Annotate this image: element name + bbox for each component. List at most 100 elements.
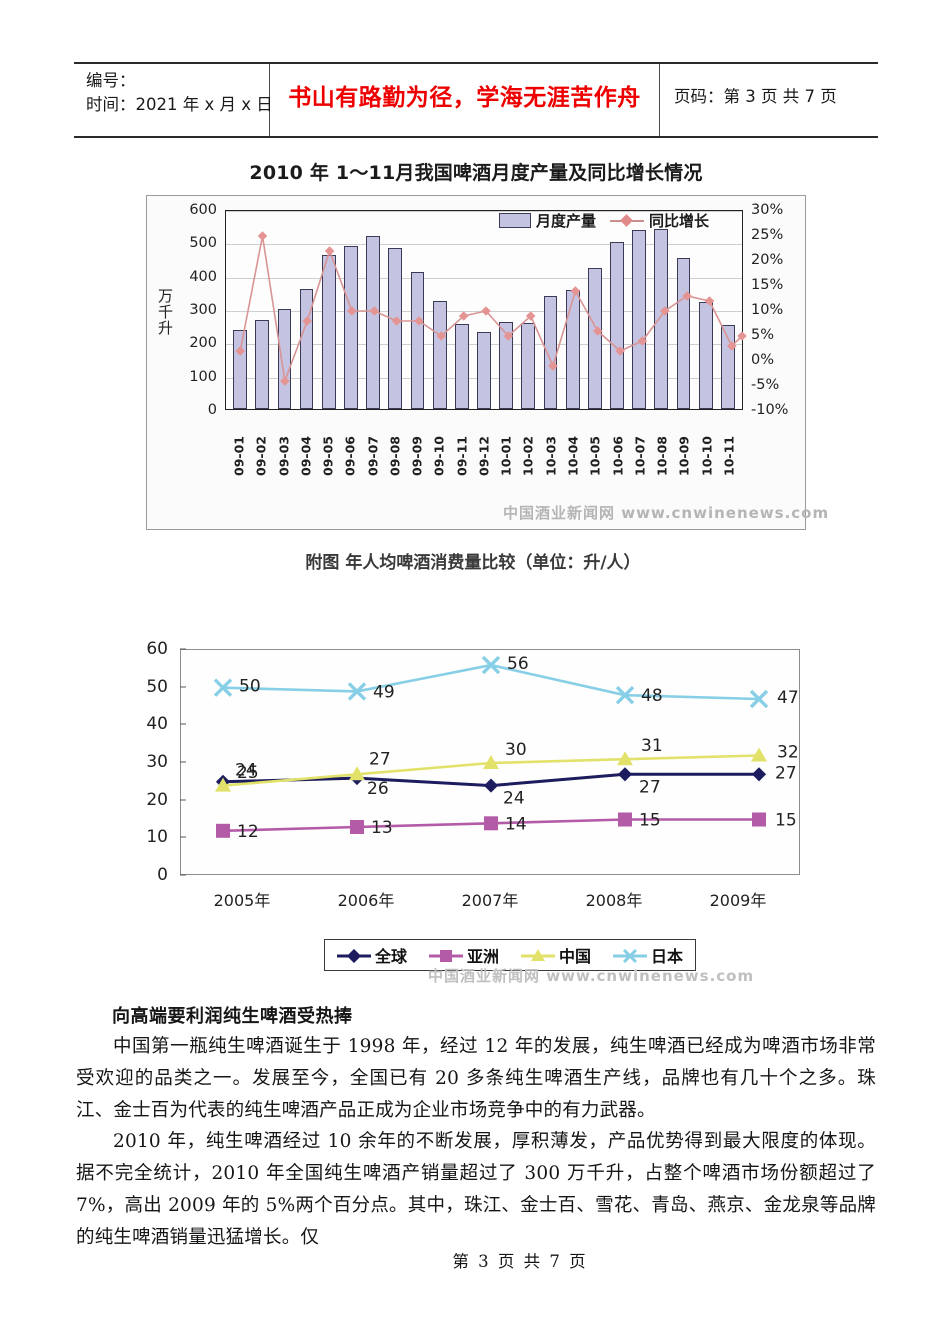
- chart2-marker: [751, 747, 767, 762]
- chart1-bar-slot: [473, 211, 495, 409]
- chart1-bar: [432, 300, 447, 409]
- chart1-x-tick: 09-07: [365, 436, 381, 476]
- chart1-bar-group: [226, 211, 742, 409]
- chart2-marker: [483, 778, 499, 793]
- chart1-x-tick: 09-01: [231, 436, 247, 476]
- chart1-x-tick: 09-05: [320, 436, 336, 476]
- chart1-y2-tick: 15%: [751, 277, 784, 293]
- chart1-bar-slot: [628, 211, 650, 409]
- article-paragraph-1: 中国第一瓶纯生啤酒诞生于 1998 年，经过 12 年的发展，纯生啤酒已经成为啤…: [76, 1036, 876, 1121]
- chart1-line-marker: [548, 361, 558, 371]
- chart2-marker: [215, 777, 231, 792]
- chart2-legend: 全球 亚洲 中国 日本: [324, 939, 697, 971]
- chart1-bar: [410, 272, 425, 409]
- chart1-x-tick: 10-04: [565, 436, 581, 476]
- legend-marker-icon: [337, 948, 371, 964]
- chart1-x-tick: 10-09: [676, 436, 692, 476]
- chart1-bar: [632, 229, 647, 409]
- chart2-y-tick: 0: [157, 865, 168, 885]
- chart2-point-label: 49: [373, 682, 395, 702]
- chart2-watermark: 中国酒业新闻网 www.cnwinenews.com: [428, 967, 755, 985]
- chart2-point-label: 12: [237, 822, 259, 842]
- chart2-legend-label: 全球: [375, 947, 408, 966]
- chart2-marker: [484, 816, 498, 831]
- chart1-bar-slot: [384, 211, 406, 409]
- chart2-marker: [216, 823, 230, 838]
- chart1-bar-slot: [296, 211, 318, 409]
- chart2-marker: [749, 689, 769, 709]
- chart1-y2-axis-labels: 30% 25% 20% 15% 10% 5% 0% -5% -10%: [751, 202, 797, 418]
- chart1-bar: [587, 268, 602, 409]
- chart2-marker: [350, 820, 364, 834]
- chart-monthly-output: 2010 年 1～11月我国啤酒月度产量及同比增长情况 万千升 600 500 40…: [146, 158, 828, 530]
- chart1-bar: [654, 229, 669, 409]
- chart2-marker: [618, 812, 632, 827]
- chart2-legend-item-全球: 全球: [337, 943, 407, 967]
- chart2-point-label: 48: [641, 686, 663, 706]
- chart2-tick-mark: [180, 648, 186, 650]
- chart2-tick-mark: [180, 836, 186, 838]
- chart2-legend-item-日本: 日本: [613, 943, 683, 967]
- chart1-line-path: [239, 235, 743, 385]
- chart1-x-tick: 09-08: [387, 436, 403, 476]
- header-page-cell: 页码：第 3 页 共 7 页: [660, 64, 878, 136]
- chart1-bar: [388, 248, 403, 409]
- chart1-legend-label-growth: 同比增长: [649, 212, 710, 230]
- chart1-line-marker: [592, 326, 603, 336]
- chart1-gridline: [226, 277, 742, 279]
- chart1-y2-tick: -5%: [751, 377, 780, 393]
- chart2-marker: [617, 751, 633, 766]
- chart1-y2-tick: 10%: [751, 302, 784, 318]
- chart1-canvas: [225, 210, 747, 410]
- chart2-y-tick: 50: [146, 676, 168, 697]
- legend-marker-icon: [521, 948, 556, 962]
- chart2-y-tick: 30: [146, 752, 168, 772]
- chart2-point-label: 26: [367, 779, 389, 799]
- chart1-bar-slot: [406, 211, 428, 409]
- chart1-title: 2010 年 1～11月我国啤酒月度产量及同比增长情况: [249, 162, 703, 184]
- chart1-bar-slot: [451, 211, 473, 409]
- chart1-line-marker: [503, 331, 514, 341]
- chart1-line-marker: [615, 346, 625, 356]
- chart2-point-label: 32: [777, 743, 799, 763]
- chart2-point-label: 27: [639, 777, 661, 797]
- chart1-line-marker: [391, 316, 402, 326]
- chart2-tick-mark: [180, 874, 186, 876]
- chart2-marker: [752, 812, 766, 827]
- chart2-y-axis-labels: 60 50 40 30 20 10 0: [128, 639, 168, 885]
- chart1-x-tick: 10-10: [699, 436, 715, 476]
- chart1-bar: [499, 321, 514, 409]
- chart1-line-marker: [737, 331, 747, 341]
- chart2-title: 附图 年人均啤酒消费量比较（单位：升/人）: [305, 553, 641, 573]
- chart2-y-tick: 20: [146, 789, 168, 810]
- chart1-bar-slot: [695, 211, 717, 409]
- chart1-line-marker: [257, 231, 268, 241]
- chart2-point-label: 27: [775, 763, 797, 783]
- chart1-x-axis-labels: 09-01 09-02 09-03 09-04 09-05 09-06 09-07 09-08…: [225, 414, 743, 476]
- chart1-bar: [299, 289, 314, 409]
- header-slogan-cell: 书山有路勤为径，学海无涯苦作舟: [270, 64, 660, 136]
- header-page-number: 页码：第 3 页 共 7 页: [674, 87, 837, 106]
- chart1-bar: [255, 319, 270, 409]
- chart1-legend-label-output: 月度产量: [536, 212, 597, 230]
- chart2-y-tick: 10: [146, 827, 168, 848]
- chart1-x-tick: 10-02: [521, 436, 537, 476]
- chart1-bar-slot: [495, 211, 517, 409]
- chart2-point-label: 27: [369, 749, 391, 769]
- chart1-bar: [521, 323, 536, 409]
- chart2-tick-mark: [180, 761, 186, 763]
- chart1-line-marker: [280, 376, 290, 386]
- chart1-bar-slot: [340, 211, 362, 409]
- chart1-bar: [366, 235, 380, 409]
- chart1-bar-slot: [273, 211, 295, 409]
- chart1-x-tick: 10-03: [543, 436, 559, 476]
- chart1-line-marker: [347, 306, 357, 316]
- chart1-bar-slot: [650, 211, 672, 409]
- chart1-bar-slot: [362, 211, 384, 409]
- chart2-point-label: 50: [239, 677, 261, 697]
- chart2-tick-mark: [180, 799, 186, 801]
- chart1-bar-slot: [429, 211, 451, 409]
- chart1-y-tick: 0: [207, 402, 217, 418]
- chart1-x-tick: 10-11: [721, 436, 737, 476]
- chart2-y-tick: 40: [146, 714, 168, 735]
